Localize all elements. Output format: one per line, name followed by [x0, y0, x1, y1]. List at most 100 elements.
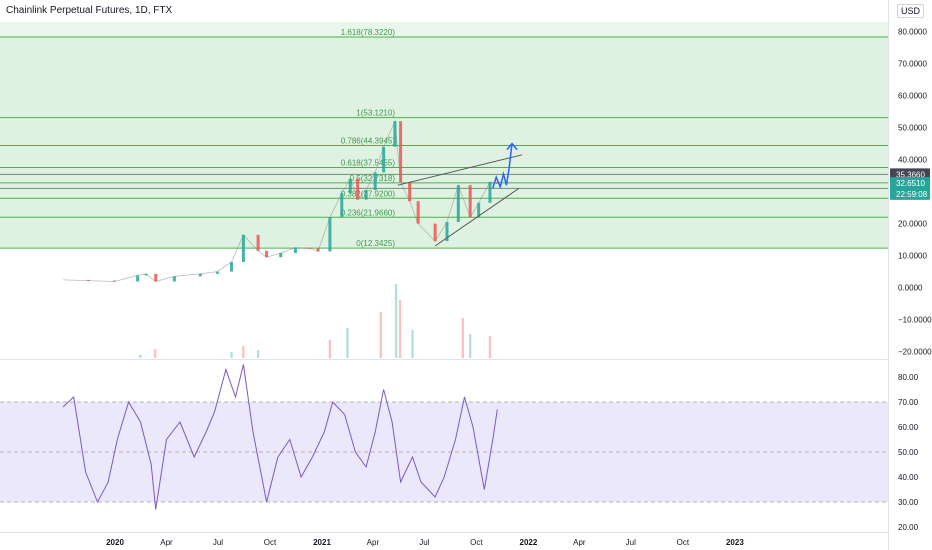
price-candle [488, 182, 492, 203]
price-candle [445, 222, 449, 242]
time-axis-tick: 2022 [520, 538, 538, 547]
volume-bar [411, 330, 414, 358]
volume-bar [461, 318, 465, 358]
time-axis-tick: Jul [626, 538, 636, 547]
rsi-axis-tick: 30.00 [898, 498, 919, 507]
volume-bar [394, 284, 398, 358]
rsi-axis-tick: 70.00 [898, 398, 919, 407]
fib-level-label: 1(53.1210) [356, 109, 395, 118]
price-candle [456, 185, 460, 222]
price-axis-tick: 60.0000 [898, 92, 927, 101]
price-candle [382, 146, 386, 173]
arrow-head [506, 142, 518, 151]
price-candle [340, 193, 344, 218]
price-candle [279, 253, 283, 258]
projection-arrow [492, 143, 513, 190]
price-candle [265, 250, 269, 258]
price-candle [373, 172, 377, 190]
fib-level-label: 0.236(21.9660) [341, 208, 396, 217]
price-badge-label: 22:59:08 [896, 190, 928, 199]
price-badge-label: 32.6510 [896, 179, 925, 188]
price-badge [890, 177, 930, 190]
price-axis-tick: 50.0000 [898, 124, 927, 133]
time-axis-tick: 2023 [726, 538, 744, 547]
rsi-axis-tick: 80.00 [898, 373, 919, 382]
price-candle [433, 223, 437, 242]
time-axis-tick: Apr [367, 538, 380, 547]
price-candle [241, 234, 245, 262]
rsi-axis-tick: 40.00 [898, 473, 919, 482]
price-candle [154, 273, 158, 282]
price-candle [112, 280, 116, 282]
price-axis-tick: 20.0000 [898, 220, 927, 229]
fib-zone-upper [0, 22, 888, 37]
currency-badge[interactable]: USD [896, 4, 924, 18]
price-badge-label: 35.3660 [896, 170, 925, 179]
time-axis-tick: Oct [264, 538, 277, 547]
fib-level-label: 1.618(78.3220) [341, 28, 396, 37]
volume-bar [379, 312, 383, 358]
price-axis-tick: 70.0000 [898, 60, 927, 69]
time-axis-tick: Jul [213, 538, 223, 547]
price-candle [144, 273, 148, 276]
price-candle [495, 182, 499, 184]
time-axis-tick: Jul [419, 538, 429, 547]
volume-bar [468, 334, 472, 358]
price-candle [308, 247, 312, 249]
price-axis-tick: 80.0000 [898, 28, 927, 37]
price-candle [364, 190, 368, 200]
volume-bar [346, 328, 349, 358]
price-candle [215, 271, 219, 274]
volume-bar [153, 349, 157, 358]
time-axis-tick: Apr [573, 538, 586, 547]
price-badge [890, 187, 930, 200]
price-candle [348, 178, 352, 194]
volume-bar [328, 340, 332, 358]
price-candle [136, 275, 140, 282]
price-candle [393, 121, 397, 147]
time-axis-tick: 2020 [106, 538, 124, 547]
fib-level-label: 0.382(27.9200) [341, 189, 396, 198]
rsi-axis-tick: 20.00 [898, 523, 919, 532]
fib-level-label: 0(12.3425) [356, 239, 395, 248]
price-axis-tick: −10.0000 [898, 316, 932, 325]
price-candle [86, 279, 90, 281]
time-axis-tick: Apr [160, 538, 173, 547]
fib-zone [0, 36, 888, 249]
price-axis-tick: 40.0000 [898, 156, 927, 165]
price-candle [328, 217, 332, 252]
price-candle [230, 262, 234, 272]
volume-bar [139, 355, 142, 358]
price-candle [256, 234, 260, 251]
price-candle [477, 202, 481, 218]
price-candle [316, 248, 320, 252]
price-axis-tick: 10.0000 [898, 252, 927, 261]
chart-title: Chainlink Perpetual Futures, 1D, FTX [6, 5, 173, 16]
volume-bar [256, 350, 260, 358]
time-axis-tick: Oct [677, 538, 690, 547]
trendline [434, 187, 520, 247]
time-axis-tick: 2021 [313, 538, 331, 547]
price-candle [293, 247, 297, 254]
volume-bar [488, 336, 492, 358]
price-candle [356, 178, 360, 200]
rsi-line [62, 364, 498, 510]
price-candle [198, 273, 202, 277]
volume-bar [230, 352, 233, 358]
time-axis-tick: Oct [470, 538, 483, 547]
fib-level-label: 0.618(37.5455) [341, 158, 396, 167]
volume-bar [398, 300, 402, 358]
volume-bar [242, 346, 245, 358]
price-axis-tick: −20.0000 [898, 348, 932, 357]
price-axis-tick: 0.0000 [898, 284, 923, 293]
price-candle [408, 182, 412, 202]
trendline [397, 154, 523, 186]
price-candle [468, 185, 472, 218]
rsi-axis-tick: 50.00 [898, 448, 919, 457]
price-candle [399, 121, 403, 182]
fib-level-label: 0.786(44.3945) [341, 137, 396, 146]
rsi-axis-tick: 60.00 [898, 423, 919, 432]
price-candle [172, 276, 176, 282]
price-candle [416, 201, 420, 224]
